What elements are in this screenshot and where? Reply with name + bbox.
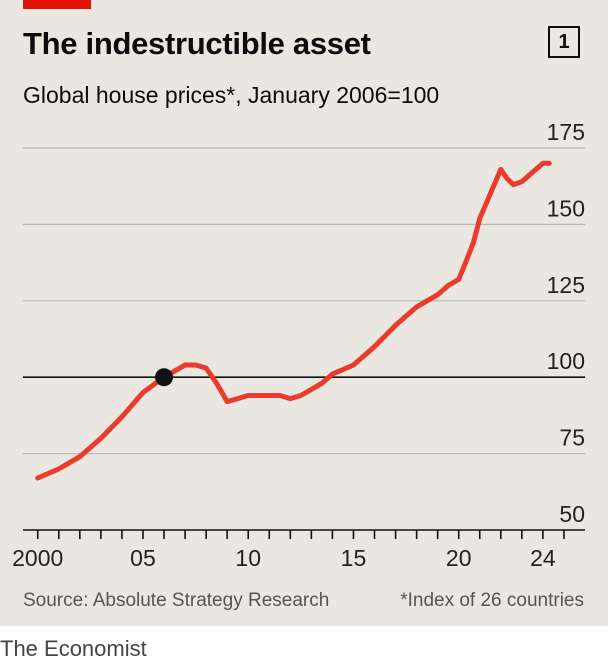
- y-tick-label-50: 50: [559, 501, 585, 527]
- source-note: Source: Absolute Strategy Research: [23, 590, 330, 611]
- y-tick-label-100: 100: [547, 348, 585, 374]
- chart-card: The indestructible asset 1 Global house …: [0, 0, 608, 626]
- highlight-marker-group: [155, 368, 174, 387]
- chart-title: The indestructible asset: [23, 26, 371, 61]
- line-chart: 175 150 125 100 75 50 2000 05 10 15 20 24: [12, 119, 585, 571]
- series-group: [35, 160, 552, 481]
- x-axis: [23, 529, 585, 539]
- base-period-marker: [155, 368, 174, 387]
- y-tick-label-175: 175: [547, 119, 585, 145]
- y-tick-label-75: 75: [559, 425, 585, 451]
- brand-accent-bar: [23, 0, 91, 9]
- chart-subtitle: Global house prices*, January 2006=100: [23, 82, 440, 108]
- brand-wordmark: The Economist: [0, 636, 147, 661]
- x-tick-label-20: 20: [446, 545, 472, 571]
- x-tick-label-15: 15: [341, 545, 367, 571]
- series-line-0: [35, 160, 552, 481]
- footnote: *Index of 26 countries: [400, 590, 584, 611]
- x-tick-label-10: 10: [235, 545, 261, 571]
- gridlines: [23, 147, 585, 455]
- x-tick-labels: 2000 05 10 15 20 24: [12, 545, 556, 571]
- y-tick-labels: 175 150 125 100 75 50: [547, 119, 585, 527]
- y-tick-label-125: 125: [547, 272, 585, 298]
- x-tick-label-05: 05: [130, 545, 156, 571]
- y-tick-label-150: 150: [547, 195, 585, 221]
- x-tick-label-24: 24: [530, 545, 556, 571]
- x-tick-label-2000: 2000: [12, 545, 63, 571]
- chart-number-badge: 1: [548, 26, 580, 58]
